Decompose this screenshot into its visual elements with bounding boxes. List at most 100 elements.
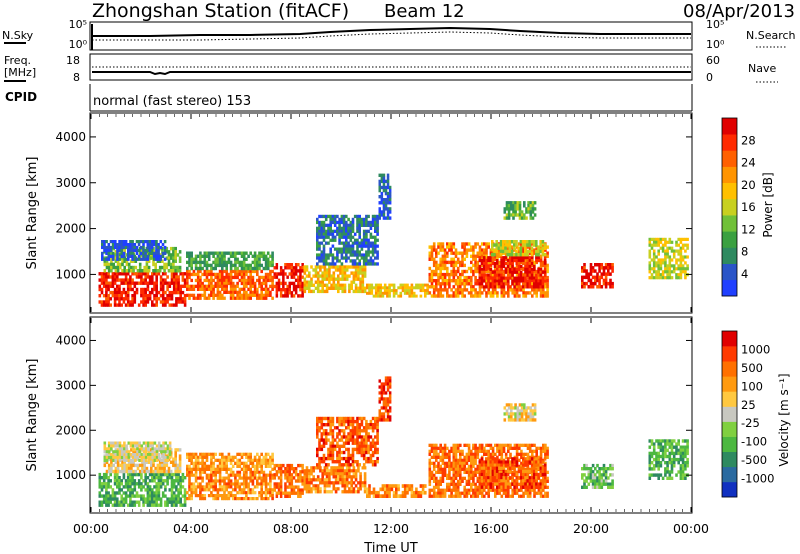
range-gate-cell bbox=[98, 485, 102, 489]
range-gate-cell bbox=[163, 463, 166, 468]
range-gate-cell bbox=[386, 289, 389, 293]
range-gate-cell bbox=[403, 283, 407, 287]
range-gate-cell bbox=[129, 251, 132, 255]
range-gate-cell bbox=[334, 469, 338, 473]
range-gate-cell bbox=[140, 472, 143, 477]
range-gate-cell bbox=[521, 243, 525, 247]
range-gate-cell bbox=[362, 232, 366, 236]
range-gate-cell bbox=[107, 494, 110, 498]
range-gate-cell bbox=[314, 265, 318, 269]
range-gate-cell bbox=[269, 278, 272, 283]
range-gate-cell bbox=[186, 473, 189, 477]
range-gate-cell bbox=[681, 258, 685, 262]
range-gate-cell bbox=[366, 283, 369, 287]
range-gate-cell bbox=[229, 470, 233, 474]
range-gate-cell bbox=[343, 268, 347, 272]
range-gate-cell bbox=[181, 275, 185, 279]
range-gate-cell bbox=[210, 479, 213, 483]
range-gate-cell bbox=[105, 497, 108, 501]
range-gate-cell bbox=[188, 473, 191, 477]
range-gate-cell bbox=[170, 494, 174, 498]
range-gate-cell bbox=[515, 249, 518, 254]
range-gate-cell bbox=[322, 226, 326, 230]
range-gate-cell bbox=[525, 210, 528, 214]
range-gate-cell bbox=[137, 500, 141, 504]
range-gate-cell bbox=[251, 464, 255, 468]
range-gate-cell bbox=[424, 283, 427, 287]
range-gate-cell bbox=[332, 277, 336, 281]
range-gate-cell bbox=[514, 213, 517, 217]
range-gate-cell bbox=[371, 259, 375, 263]
range-gate-cell bbox=[227, 458, 231, 462]
range-gate-cell bbox=[661, 249, 665, 253]
range-gate-cell bbox=[159, 240, 163, 244]
range-gate-cell bbox=[140, 290, 143, 295]
range-gate-cell bbox=[152, 269, 155, 273]
range-gate-cell bbox=[305, 478, 309, 482]
range-gate-cell bbox=[218, 263, 222, 268]
range-gate-cell bbox=[509, 263, 512, 268]
range-gate-cell bbox=[109, 472, 112, 477]
range-gate-cell bbox=[107, 457, 111, 461]
range-gate-cell bbox=[522, 259, 525, 263]
range-gate-cell bbox=[456, 294, 460, 298]
range-gate-cell bbox=[194, 488, 198, 492]
range-gate-cell bbox=[264, 275, 268, 280]
range-gate-cell bbox=[515, 291, 519, 295]
range-gate-cell bbox=[122, 503, 126, 507]
range-gate-cell bbox=[242, 497, 246, 501]
range-gate-cell bbox=[227, 281, 231, 286]
range-gate-cell bbox=[461, 282, 464, 286]
range-gate-cell bbox=[450, 288, 453, 292]
range-gate-cell bbox=[324, 259, 328, 263]
range-gate-cell bbox=[116, 259, 120, 263]
range-gate-cell bbox=[439, 266, 442, 271]
range-gate-cell bbox=[365, 217, 368, 222]
range-gate-cell bbox=[168, 303, 172, 307]
range-gate-cell bbox=[122, 491, 126, 495]
range-gate-cell bbox=[162, 455, 165, 460]
range-gate-cell bbox=[118, 287, 121, 292]
range-gate-cell bbox=[517, 285, 521, 289]
range-gate-cell bbox=[378, 179, 381, 184]
range-gate-cell bbox=[249, 458, 252, 462]
range-gate-cell bbox=[367, 220, 370, 225]
range-gate-cell bbox=[318, 214, 321, 219]
range-gate-cell bbox=[153, 447, 157, 451]
range-gate-cell bbox=[249, 269, 252, 274]
range-gate-cell bbox=[316, 450, 319, 455]
range-gate-cell bbox=[524, 246, 527, 250]
range-gate-cell bbox=[474, 275, 477, 280]
range-gate-cell bbox=[142, 240, 145, 244]
range-gate-cell bbox=[242, 293, 246, 297]
range-gate-cell bbox=[118, 458, 122, 462]
range-gate-cell bbox=[476, 251, 480, 255]
range-gate-cell bbox=[342, 463, 346, 467]
range-gate-cell bbox=[207, 464, 211, 468]
range-gate-cell bbox=[155, 503, 158, 507]
range-gate-cell bbox=[365, 262, 368, 266]
range-gate-cell bbox=[316, 226, 319, 230]
range-gate-cell bbox=[337, 466, 340, 470]
range-gate-cell bbox=[480, 259, 484, 263]
range-gate-cell bbox=[310, 277, 313, 281]
range-gate-cell bbox=[146, 248, 150, 253]
range-gate-cell bbox=[199, 455, 202, 459]
range-gate-cell bbox=[236, 257, 239, 261]
range-gate-cell bbox=[264, 290, 268, 294]
range-gate-cell bbox=[201, 476, 204, 480]
range-gate-cell bbox=[271, 260, 274, 265]
range-gate-cell bbox=[330, 466, 333, 470]
range-gate-cell bbox=[437, 245, 440, 249]
range-gate-cell bbox=[129, 488, 132, 492]
range-gate-cell bbox=[493, 252, 496, 257]
range-gate-cell bbox=[312, 484, 315, 488]
range-gate-cell bbox=[529, 204, 533, 208]
range-gate-cell bbox=[437, 266, 440, 271]
range-gate-cell bbox=[334, 286, 338, 290]
range-gate-cell bbox=[258, 266, 261, 271]
range-gate-cell bbox=[242, 269, 246, 274]
range-gate-cell bbox=[331, 232, 335, 236]
range-gate-cell bbox=[172, 278, 176, 282]
range-gate-cell bbox=[504, 267, 508, 271]
